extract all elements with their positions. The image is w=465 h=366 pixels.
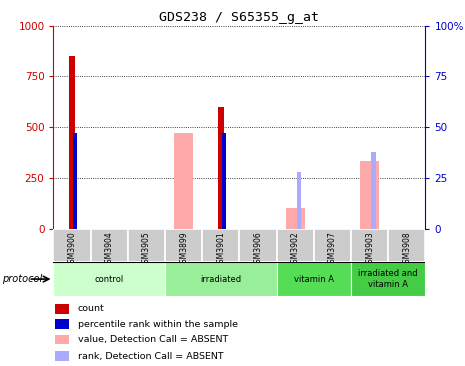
Bar	[371, 152, 376, 229]
Text: value, Detection Call = ABSENT: value, Detection Call = ABSENT	[78, 335, 228, 344]
Bar	[351, 262, 425, 296]
Bar	[360, 161, 379, 229]
Text: vitamin A: vitamin A	[294, 274, 334, 284]
Bar	[55, 304, 69, 314]
Text: GSM3902: GSM3902	[291, 231, 300, 268]
Text: control: control	[95, 274, 124, 284]
Bar	[286, 209, 305, 229]
Bar	[55, 335, 69, 344]
Bar	[174, 133, 193, 229]
Bar	[165, 229, 202, 262]
Bar	[218, 107, 224, 229]
Bar	[297, 172, 301, 229]
Bar	[55, 320, 69, 329]
Text: GSM3907: GSM3907	[328, 231, 337, 268]
Text: percentile rank within the sample: percentile rank within the sample	[78, 320, 238, 329]
Bar	[351, 229, 388, 262]
Bar	[165, 262, 277, 296]
Text: GSM3903: GSM3903	[365, 231, 374, 268]
Text: GSM3904: GSM3904	[105, 231, 114, 268]
Text: GSM3900: GSM3900	[67, 231, 77, 268]
Bar	[277, 229, 314, 262]
Bar	[53, 229, 91, 262]
Bar	[53, 262, 165, 296]
Bar	[239, 229, 277, 262]
Bar	[388, 229, 425, 262]
Text: GSM3905: GSM3905	[142, 231, 151, 268]
Bar	[222, 133, 226, 229]
Bar	[314, 229, 351, 262]
Text: irradiated and
vitamin A: irradiated and vitamin A	[359, 269, 418, 289]
Text: irradiated: irradiated	[200, 274, 241, 284]
Text: count: count	[78, 305, 104, 313]
Bar	[202, 229, 239, 262]
Bar	[69, 56, 75, 229]
Text: GSM3908: GSM3908	[402, 231, 412, 268]
Bar	[91, 229, 128, 262]
Bar	[55, 351, 69, 361]
Text: GSM3901: GSM3901	[216, 231, 226, 268]
Text: rank, Detection Call = ABSENT: rank, Detection Call = ABSENT	[78, 352, 223, 361]
Bar	[128, 229, 165, 262]
Text: protocol: protocol	[2, 274, 43, 284]
Title: GDS238 / S65355_g_at: GDS238 / S65355_g_at	[159, 11, 319, 25]
Text: GSM3906: GSM3906	[253, 231, 263, 268]
Bar	[277, 262, 351, 296]
Bar	[73, 133, 77, 229]
Text: GSM3899: GSM3899	[179, 231, 188, 268]
